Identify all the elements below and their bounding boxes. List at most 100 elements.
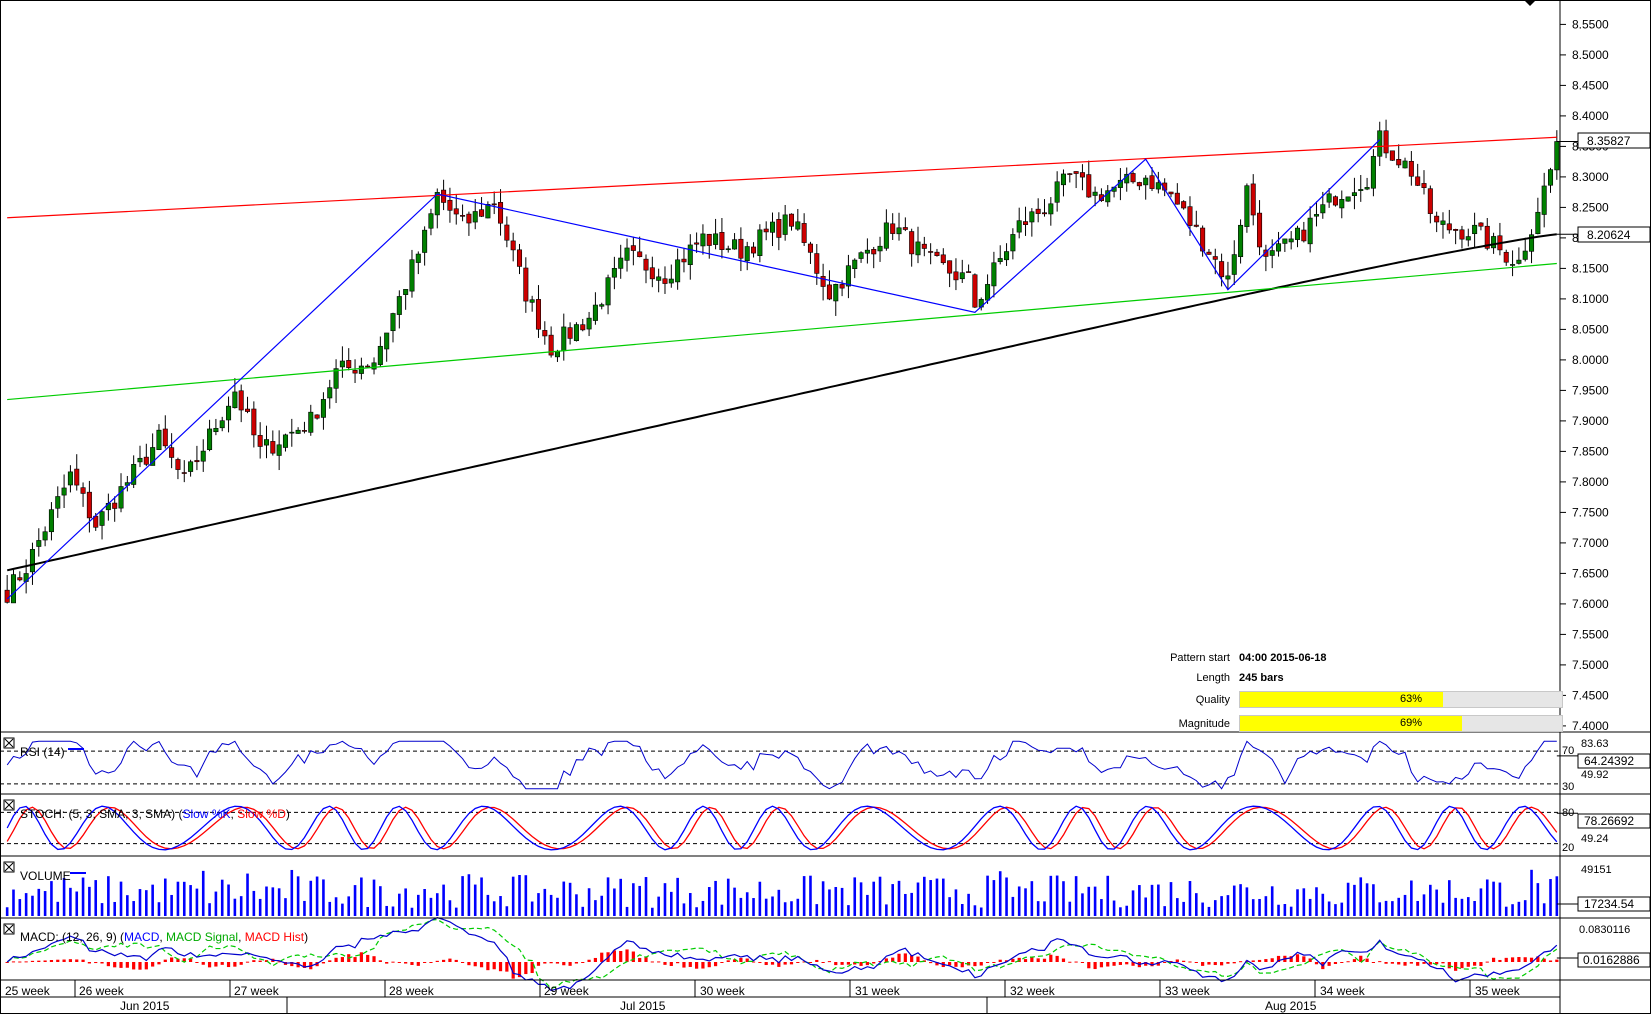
volume-bar <box>581 906 585 916</box>
candle-body <box>769 221 776 233</box>
macd-hist-bar <box>486 962 490 971</box>
macd-hist-bar <box>340 957 344 962</box>
candle-body <box>99 511 105 526</box>
candle-body <box>17 577 23 581</box>
candle-body <box>295 429 301 434</box>
panel-toggle-cross <box>4 862 14 872</box>
candle-body <box>706 233 712 246</box>
candle-body <box>1383 130 1389 154</box>
volume-bar <box>1549 879 1552 916</box>
volume-bar <box>461 876 464 916</box>
volume-bar <box>1220 896 1223 916</box>
macd-hist-bar <box>151 962 155 967</box>
candle-body <box>1396 158 1402 166</box>
volume-bar <box>758 881 762 916</box>
candle-body <box>928 251 934 253</box>
candle-body <box>491 203 497 206</box>
macd-hist-bar <box>1447 962 1451 969</box>
macd-hist-bar <box>631 951 635 962</box>
candle-body <box>1079 172 1085 178</box>
price-tick-label: 7.5500 <box>1572 627 1609 641</box>
macd-hist-bar <box>865 962 869 966</box>
volume-bar <box>1308 898 1312 916</box>
volume-bar <box>486 894 490 916</box>
macd-hist-bar <box>1542 958 1546 962</box>
candle-body <box>333 368 339 389</box>
macd-hist-bar <box>612 950 616 962</box>
macd-hist-bar <box>581 962 585 963</box>
volume-bar <box>815 904 819 916</box>
price-tick-label: 7.9500 <box>1572 383 1609 397</box>
candle-body <box>592 304 598 321</box>
volume-bar <box>828 889 831 916</box>
volume-bar <box>1302 888 1306 916</box>
volume-bar <box>1511 904 1514 916</box>
candle-body <box>86 491 92 519</box>
volume-bar <box>872 881 876 916</box>
macd-hist-bar <box>1491 957 1496 962</box>
volume-bar <box>619 878 623 916</box>
candle-body <box>194 460 200 463</box>
rsi-badge-box <box>1577 753 1651 769</box>
moving-average-line <box>6 233 1557 572</box>
candle-body <box>434 192 440 216</box>
macd-hist-bar <box>37 960 41 962</box>
candle-body <box>428 213 434 229</box>
volume-bar <box>322 879 325 916</box>
macd-hist-bar <box>467 962 471 966</box>
volume-bar <box>303 900 306 916</box>
candle-body <box>485 204 491 219</box>
macd-hist-bar <box>188 958 193 962</box>
volume-bar <box>1536 883 1540 916</box>
candle-body <box>1459 229 1465 240</box>
rsi-top: 83.63 <box>1581 738 1609 750</box>
candle-body <box>131 464 137 485</box>
candle-body <box>504 224 510 241</box>
macd-hist-bar <box>853 962 857 965</box>
candle-body <box>1339 199 1345 209</box>
macd-hist-bar <box>789 962 794 965</box>
price-tick-label: 7.7500 <box>1572 505 1609 519</box>
macd-hist-bar <box>1308 958 1312 962</box>
candle-body <box>377 345 383 365</box>
candle-body <box>1016 220 1022 233</box>
candle-body <box>1320 204 1326 214</box>
candle-body <box>523 267 529 302</box>
volume-bar <box>113 901 116 916</box>
volume-bar <box>353 885 357 916</box>
macd-hist-bar <box>1226 962 1230 964</box>
candle-body <box>396 296 402 315</box>
volume-bar <box>1245 887 1249 916</box>
macd-label: MACD: (12, 26, 9) (MACD, MACD Signal, MA… <box>20 930 308 944</box>
quality-bar-fill <box>1240 692 1443 707</box>
candle-body <box>169 447 175 458</box>
candle-body <box>801 223 807 243</box>
candle-body <box>1136 182 1142 187</box>
macd-badge-box <box>1577 952 1651 968</box>
volume-bar <box>682 903 686 916</box>
macd-hist-bar <box>30 960 35 962</box>
volume-bar <box>834 887 838 916</box>
candle-body <box>327 387 333 399</box>
volume-bar <box>1226 895 1230 916</box>
volume-bar <box>1403 894 1407 916</box>
volume-bar <box>1334 904 1337 916</box>
macd-hist-bar <box>1276 955 1281 962</box>
candle-body <box>649 267 655 280</box>
candle-body <box>137 457 143 463</box>
volume-bar <box>429 897 433 916</box>
macd-hist-bar <box>378 960 382 962</box>
macd-hist-bar <box>1409 962 1413 964</box>
macd-hist-bar <box>1510 957 1515 962</box>
volume-bar <box>1157 884 1160 916</box>
macd-hist-bar <box>1435 962 1439 965</box>
candle-body <box>700 233 706 247</box>
macd-hist-bar <box>1504 957 1508 962</box>
volume-bar <box>100 903 104 916</box>
candle-body <box>1269 250 1275 256</box>
candle-body <box>1288 238 1294 243</box>
macd-hist-bar <box>676 962 680 964</box>
volume-bar <box>1473 901 1476 916</box>
volume-bar <box>954 889 958 916</box>
